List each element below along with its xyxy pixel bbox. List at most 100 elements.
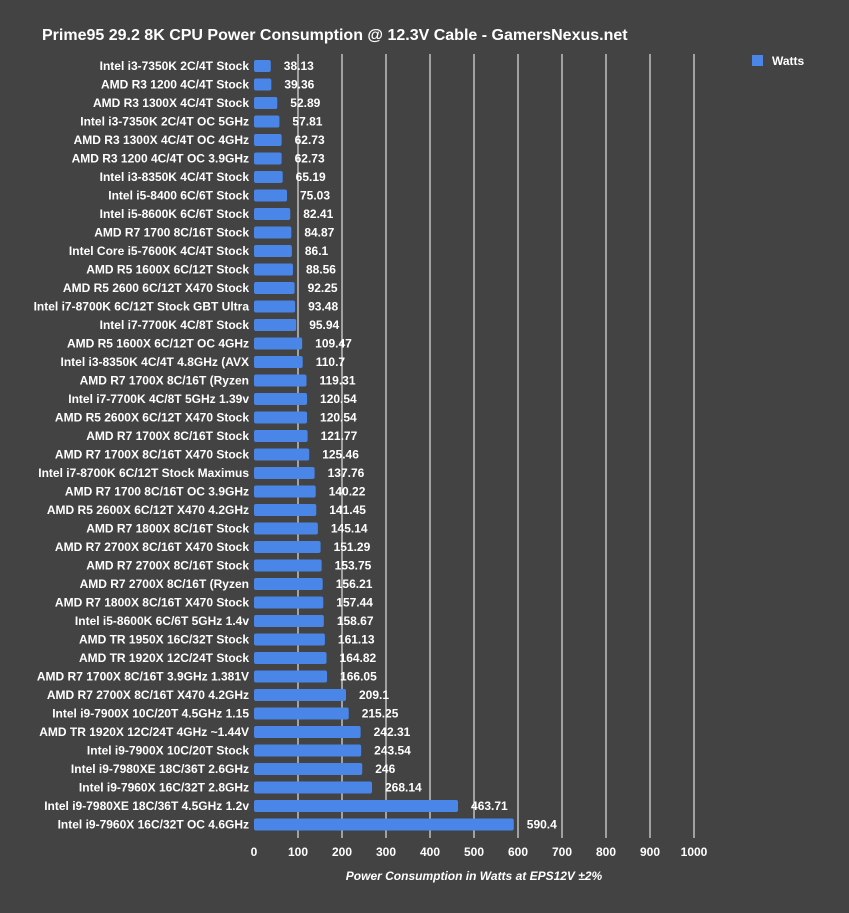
data-label: 156.21	[336, 577, 373, 591]
data-label: 246	[375, 762, 395, 776]
bar[interactable]	[254, 374, 307, 387]
value-labels: 38.13 39.36 52.89 57.81 62.73 62.73 65.19 75.03…	[284, 59, 557, 832]
category-label: AMD R3 1300X 4C/4T Stock	[93, 96, 249, 110]
bar[interactable]	[254, 97, 278, 109]
bar[interactable]	[254, 430, 308, 442]
bar[interactable]	[254, 522, 318, 535]
category-label: AMD R7 1800X 8C/16T Stock	[86, 522, 249, 536]
data-label: 153.75	[335, 559, 372, 573]
category-label: Intel i9-7900X 10C/20T Stock	[87, 744, 249, 758]
data-label: 243.54	[374, 744, 411, 758]
data-label: 52.89	[290, 96, 320, 110]
data-label: 125.46	[322, 448, 359, 462]
bar[interactable]	[254, 689, 347, 701]
data-label: 119.31	[319, 374, 355, 388]
category-label: AMD TR 1920X 12C/24T 4GHz ~1.44V	[39, 725, 249, 739]
bar[interactable]	[254, 504, 317, 516]
category-label: Intel i9-7980XE 18C/36T 4.5GHz 1.2v	[44, 799, 249, 813]
x-tick-label: 800	[596, 845, 616, 859]
bar[interactable]	[254, 800, 459, 812]
bar[interactable]	[254, 707, 349, 720]
category-label: Intel i9-7900X 10C/20T 4.5GHz 1.15	[52, 707, 249, 721]
bar[interactable]	[254, 726, 361, 738]
bar[interactable]	[254, 134, 282, 146]
legend-label: Watts	[772, 54, 805, 68]
bar[interactable]	[254, 356, 303, 368]
bar[interactable]	[254, 633, 325, 646]
bar[interactable]	[254, 300, 296, 313]
bar[interactable]	[254, 578, 323, 590]
data-label: 110.7	[316, 355, 346, 369]
bar[interactable]	[254, 448, 310, 461]
x-tick-label: 900	[640, 845, 660, 859]
bar[interactable]	[254, 559, 322, 572]
bar[interactable]	[254, 541, 321, 553]
category-label: Intel Core i5-7600K 4C/4T Stock	[69, 244, 249, 258]
bar[interactable]	[254, 115, 280, 128]
bar[interactable]	[254, 60, 271, 72]
data-label: 209.1	[359, 688, 389, 702]
bar[interactable]	[254, 152, 282, 165]
category-label: AMD R7 1700X 8C/16T 3.9GHz 1.381V	[37, 670, 249, 684]
x-axis-label: Power Consumption in Watts at EPS12V ±2%	[346, 869, 603, 883]
data-label: 84.87	[304, 226, 334, 240]
category-label: Intel i5-8600K 6C/6T 5GHz 1.4v	[75, 614, 249, 628]
data-label: 166.05	[340, 670, 377, 684]
category-label: Intel i7-7700K 4C/8T Stock	[100, 318, 250, 332]
bar[interactable]	[254, 781, 372, 794]
bar[interactable]	[254, 615, 324, 627]
bar[interactable]	[254, 263, 293, 276]
chart-title: Prime95 29.2 8K CPU Power Consumption @ …	[42, 27, 628, 44]
category-label: AMD R7 1700X 8C/16T (Ryzen	[80, 374, 249, 388]
category-label: AMD R5 1600X 6C/12T OC 4GHz	[67, 337, 249, 351]
data-label: 215.25	[362, 707, 399, 721]
bar[interactable]	[254, 189, 288, 202]
data-label: 120.54	[320, 411, 357, 425]
data-label: 82.41	[303, 207, 333, 221]
category-label: AMD R7 1700 8C/16T Stock	[94, 226, 249, 240]
category-labels: Intel i3-7350K 2C/4T Stock AMD R3 1200 4C…	[34, 59, 250, 832]
category-label: AMD R7 1700X 8C/16T X470 Stock	[55, 448, 249, 462]
bar[interactable]	[254, 670, 328, 683]
data-label: 242.31	[374, 725, 411, 739]
bar[interactable]	[254, 763, 363, 775]
data-label: 463.71	[471, 799, 508, 813]
data-label: 57.81	[292, 115, 322, 129]
bar[interactable]	[254, 818, 514, 831]
data-label: 62.73	[295, 152, 325, 166]
bar[interactable]	[254, 652, 327, 664]
data-label: 109.47	[315, 337, 352, 351]
bar[interactable]	[254, 208, 291, 220]
bar[interactable]	[254, 245, 292, 257]
bar[interactable]	[254, 393, 308, 405]
bar[interactable]	[254, 319, 297, 331]
category-label: AMD TR 1920X 12C/24T Stock	[79, 651, 249, 665]
bar[interactable]	[254, 78, 272, 91]
category-label: AMD R5 2600X 6C/12T X470 Stock	[55, 411, 249, 425]
legend-swatch	[752, 55, 763, 66]
bar[interactable]	[254, 171, 283, 183]
category-label: AMD R3 1200 4C/4T Stock	[101, 78, 249, 92]
category-label: AMD R7 2700X 8C/16T X470 4.2GHz	[47, 688, 249, 702]
gridlines	[297, 54, 695, 838]
data-label: 75.03	[300, 189, 330, 203]
legend[interactable]: Watts	[752, 54, 805, 68]
bar[interactable]	[254, 596, 324, 609]
category-label: Intel i3-7350K 2C/4T Stock	[100, 59, 250, 73]
bar[interactable]	[254, 744, 362, 757]
bar[interactable]	[254, 337, 303, 350]
bar[interactable]	[254, 485, 316, 498]
data-label: 145.14	[331, 522, 368, 536]
x-tick-label: 1000	[681, 845, 708, 859]
bar[interactable]	[254, 411, 308, 424]
data-label: 86.1	[305, 244, 329, 258]
bar[interactable]	[254, 226, 292, 239]
bar[interactable]	[254, 282, 295, 294]
data-label: 121.77	[321, 429, 358, 443]
bar[interactable]	[254, 467, 315, 479]
data-label: 93.48	[308, 300, 338, 314]
data-label: 95.94	[309, 318, 339, 332]
category-label: Intel i3-7350K 2C/4T OC 5GHz	[80, 115, 249, 129]
data-label: 151.29	[334, 540, 371, 554]
